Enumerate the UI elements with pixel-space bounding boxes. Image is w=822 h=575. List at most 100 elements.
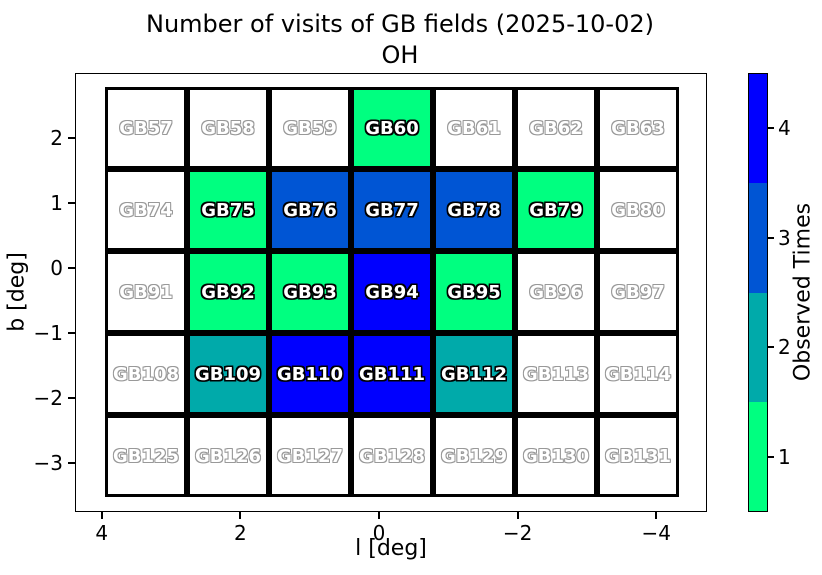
field-cell-GB131: GB131 xyxy=(597,415,679,497)
colorbar-tick-label: 2 xyxy=(778,335,791,360)
y-tick-mark xyxy=(68,462,75,464)
field-label: GB126 xyxy=(194,445,262,467)
colorbar-label: Observed Times xyxy=(790,202,816,382)
field-label: GB78 xyxy=(447,199,501,221)
x-tick-label: −2 xyxy=(502,521,533,545)
field-cell-GB127: GB127 xyxy=(269,415,351,497)
field-cell-GB76: GB76 xyxy=(269,169,351,251)
y-tick-mark xyxy=(68,332,75,334)
field-label: GB79 xyxy=(529,199,583,221)
field-cell-GB79: GB79 xyxy=(515,169,597,251)
field-cell-GB59: GB59 xyxy=(269,87,351,169)
field-label: GB95 xyxy=(447,281,501,303)
field-cell-GB130: GB130 xyxy=(515,415,597,497)
field-label: GB62 xyxy=(529,117,583,139)
field-label: GB108 xyxy=(112,363,180,385)
x-tick-mark xyxy=(655,512,658,519)
x-tick-mark xyxy=(239,512,242,519)
field-cell-GB111: GB111 xyxy=(351,333,433,415)
field-label: GB57 xyxy=(119,117,173,139)
field-label: GB110 xyxy=(276,363,344,385)
x-tick-mark xyxy=(100,512,103,519)
field-label: GB58 xyxy=(201,117,255,139)
y-tick-mark xyxy=(68,267,75,269)
field-label: GB80 xyxy=(611,199,665,221)
colorbar-tick-label: 1 xyxy=(778,445,791,470)
field-cell-GB128: GB128 xyxy=(351,415,433,497)
field-label: GB77 xyxy=(365,199,419,221)
field-cell-GB109: GB109 xyxy=(187,333,269,415)
chart-subtitle: OH xyxy=(381,41,419,69)
field-label: GB112 xyxy=(440,363,508,385)
field-label: GB75 xyxy=(201,199,255,221)
colorbar-tick-mark xyxy=(768,346,774,349)
y-tick-label: 2 xyxy=(50,126,63,150)
field-cell-GB91: GB91 xyxy=(105,251,187,333)
colorbar-tick-label: 4 xyxy=(778,115,791,140)
field-cell-GB78: GB78 xyxy=(433,169,515,251)
field-cell-GB63: GB63 xyxy=(597,87,679,169)
y-tick-label: −1 xyxy=(33,321,63,345)
chart-title-block: Number of visits of GB fields (2025-10-0… xyxy=(75,9,725,71)
field-label: GB61 xyxy=(447,117,501,139)
field-label: GB130 xyxy=(522,445,590,467)
field-cell-GB74: GB74 xyxy=(105,169,187,251)
x-tick-mark xyxy=(516,512,519,519)
chart-title: Number of visits of GB fields (2025-10-0… xyxy=(146,10,654,38)
colorbar-tick-mark xyxy=(768,456,774,459)
field-label: GB92 xyxy=(201,281,255,303)
field-label: GB131 xyxy=(604,445,672,467)
field-cell-GB110: GB110 xyxy=(269,333,351,415)
y-tick-label: −3 xyxy=(33,451,63,475)
y-tick-mark xyxy=(68,397,75,399)
field-label: GB97 xyxy=(611,281,665,303)
colorbar-segment-3 xyxy=(749,183,767,293)
x-tick-label: −4 xyxy=(641,521,671,545)
field-label: GB59 xyxy=(283,117,337,139)
y-axis-label: b [deg] xyxy=(4,252,30,332)
field-cell-GB113: GB113 xyxy=(515,333,597,415)
field-label: GB129 xyxy=(440,445,508,467)
field-cell-GB75: GB75 xyxy=(187,169,269,251)
colorbar-tick-mark xyxy=(768,126,774,129)
field-cell-GB62: GB62 xyxy=(515,87,597,169)
field-cell-GB114: GB114 xyxy=(597,333,679,415)
x-axis-label: l [deg] xyxy=(355,536,427,561)
field-label: GB128 xyxy=(358,445,426,467)
field-label: GB111 xyxy=(358,363,426,385)
colorbar-segment-4 xyxy=(749,74,767,184)
field-label: GB109 xyxy=(194,363,262,385)
field-label: GB125 xyxy=(112,445,180,467)
field-label: GB96 xyxy=(529,281,583,303)
colorbar-tick-label: 3 xyxy=(778,225,791,250)
y-tick-label: 1 xyxy=(50,191,63,215)
field-label: GB127 xyxy=(276,445,344,467)
field-cell-GB93: GB93 xyxy=(269,251,351,333)
x-tick-label: 2 xyxy=(234,521,247,545)
y-tick-label: 0 xyxy=(50,256,63,280)
field-cell-GB129: GB129 xyxy=(433,415,515,497)
field-cell-GB126: GB126 xyxy=(187,415,269,497)
colorbar-segment-2 xyxy=(749,292,767,402)
field-label: GB63 xyxy=(611,117,665,139)
field-label: GB94 xyxy=(365,281,419,303)
field-cell-GB112: GB112 xyxy=(433,333,515,415)
field-label: GB76 xyxy=(283,199,337,221)
field-cell-GB57: GB57 xyxy=(105,87,187,169)
field-cell-GB125: GB125 xyxy=(105,415,187,497)
field-cell-GB58: GB58 xyxy=(187,87,269,169)
field-label: GB114 xyxy=(604,363,672,385)
field-cell-GB96: GB96 xyxy=(515,251,597,333)
colorbar-tick-mark xyxy=(768,236,774,239)
field-label: GB113 xyxy=(522,363,590,385)
x-tick-mark xyxy=(378,512,380,519)
colorbar-segment-1 xyxy=(749,401,767,511)
y-tick-mark xyxy=(68,137,75,139)
field-cell-GB108: GB108 xyxy=(105,333,187,415)
field-label: GB60 xyxy=(365,117,419,139)
x-tick-label: 0 xyxy=(372,521,386,545)
field-cell-GB80: GB80 xyxy=(597,169,679,251)
field-cell-GB97: GB97 xyxy=(597,251,679,333)
field-cell-GB60: GB60 xyxy=(351,87,433,169)
